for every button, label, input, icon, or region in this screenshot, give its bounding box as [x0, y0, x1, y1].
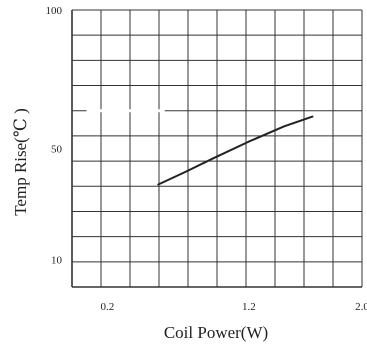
y-tick-labels: 10 50 100: [46, 5, 63, 266]
series-layer: [157, 115, 314, 186]
series-line: [157, 115, 314, 186]
grid-gap: [86, 109, 165, 113]
x-tick-label: 2.0: [355, 301, 367, 313]
x-tick-label: 1.2: [242, 301, 256, 313]
x-axis-label: Coil Power(W): [164, 323, 268, 342]
x-tick-label: 0.2: [100, 301, 114, 313]
grid: [71, 9, 363, 288]
y-tick-label: 100: [46, 5, 63, 17]
y-tick-label: 50: [51, 144, 63, 156]
x-tick-labels: 0.2 1.2 2.0: [100, 301, 367, 313]
y-axis-label: Temp Rise(℃ ): [11, 108, 30, 216]
y-tick-label: 10: [51, 254, 63, 266]
